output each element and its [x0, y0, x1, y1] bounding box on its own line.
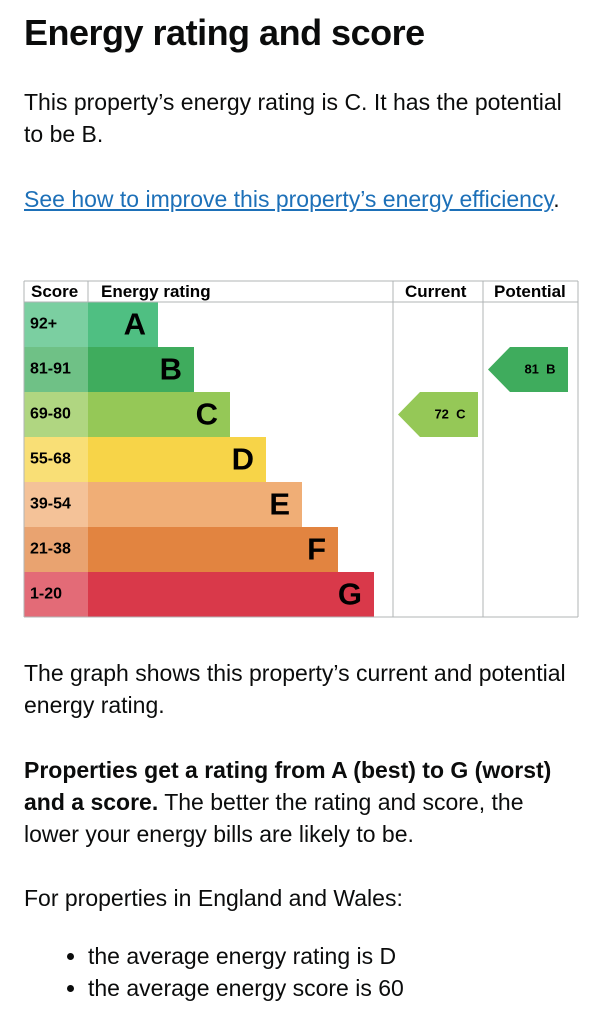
rating-bar: [88, 347, 194, 392]
arrow-score: 81: [524, 362, 538, 377]
band-letter: A: [124, 307, 146, 342]
potential-indicator: 81 B: [488, 347, 568, 392]
improve-link[interactable]: See how to improve this property’s energ…: [24, 186, 554, 212]
band-score: 21-38: [30, 541, 71, 558]
score-cell: [24, 437, 88, 482]
rating-bar: [88, 302, 158, 347]
rating-bar: [88, 392, 230, 437]
rating-rest: The better the rating and score, the low…: [24, 789, 524, 847]
band-letter: E: [269, 487, 290, 522]
header-label: Energy rating: [101, 282, 211, 301]
band-score: 39-54: [30, 496, 71, 513]
rating-bar: [88, 437, 266, 482]
rating-bar: [88, 527, 338, 572]
band-letter: F: [307, 532, 326, 567]
arrow-score: 72: [434, 407, 448, 422]
rating-bar: [88, 572, 374, 617]
rating-text: Properties get a rating from A (best) to…: [24, 754, 580, 850]
arrow-letter: B: [546, 362, 555, 377]
score-cell: [24, 482, 88, 527]
arrow-label: 81 B: [524, 362, 555, 377]
bullet-list: the average energy rating is D the avera…: [24, 940, 404, 1004]
band-score: 1-20: [30, 586, 62, 603]
arrow-label: 72 C: [434, 407, 466, 422]
current-indicator: 72 C: [398, 392, 478, 437]
band-letter: G: [338, 577, 362, 612]
bullet: the average energy rating is D: [88, 940, 404, 972]
score-cell: [24, 347, 88, 392]
band-score: 69-80: [30, 406, 71, 423]
band-letter: B: [160, 352, 182, 387]
header-label: Current: [405, 282, 467, 301]
region-text: For properties in England and Wales:: [24, 885, 403, 911]
epc-chart: Score Energy rating Current Potential 92+ A 81…: [23, 280, 579, 618]
arrow: [398, 392, 478, 437]
score-cell: [24, 392, 88, 437]
arrow: [488, 347, 568, 392]
rating-bar: [88, 482, 302, 527]
header-label: Potential: [494, 282, 566, 301]
title: Energy rating and score: [24, 12, 425, 53]
band-letter: C: [196, 397, 218, 432]
rating-bold: Properties get a rating from A (best) to…: [24, 757, 552, 815]
band-letter: D: [232, 442, 254, 477]
score-cell: [24, 302, 88, 347]
band-score: 81-91: [30, 361, 71, 378]
band-score: 55-68: [30, 451, 71, 468]
header-label: Score: [31, 282, 78, 301]
score-cell: [24, 527, 88, 572]
link-suffix: .: [553, 186, 560, 212]
bullet: the average energy score is 60: [88, 972, 404, 1004]
link-para: See how to improve this property’s energ…: [24, 183, 580, 215]
intro: This property’s energy rating is C. It h…: [24, 89, 562, 147]
score-cell: [24, 572, 88, 617]
graph-text: The graph shows this property’s current …: [24, 660, 566, 718]
arrow-letter: C: [456, 407, 466, 422]
band-score: 92+: [30, 316, 57, 333]
